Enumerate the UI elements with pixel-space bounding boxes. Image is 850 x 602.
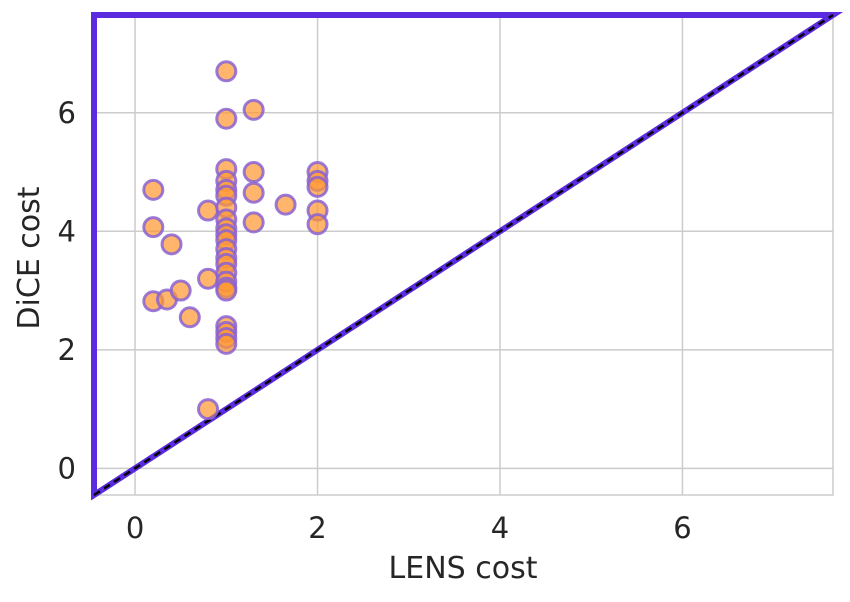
data-point <box>160 233 183 256</box>
data-point <box>197 267 220 290</box>
feasible-region-triangle <box>91 12 844 501</box>
x-tick-label-0: 0 <box>126 511 144 545</box>
x-tick-labels: 0 2 4 6 <box>126 511 692 545</box>
feasible-region <box>91 12 844 501</box>
data-point <box>197 398 220 421</box>
data-point <box>215 332 238 355</box>
data-point <box>242 211 265 234</box>
data-point <box>197 199 220 222</box>
data-point <box>142 178 165 201</box>
data-points <box>142 60 329 421</box>
data-point <box>215 60 238 83</box>
x-axis-label: LENS cost <box>389 551 538 586</box>
data-point <box>142 216 165 239</box>
data-point <box>306 175 329 198</box>
x-tick-label-6: 6 <box>673 511 691 545</box>
y-tick-labels: 0 2 4 6 <box>58 96 76 486</box>
data-point <box>274 193 297 216</box>
y-tick-label-6: 6 <box>58 96 76 130</box>
y-tick-label-4: 4 <box>58 214 76 248</box>
data-point <box>242 161 265 184</box>
data-point <box>242 98 265 121</box>
data-point <box>306 213 329 236</box>
data-point <box>178 306 201 329</box>
data-point <box>215 107 238 130</box>
x-tick-label-2: 2 <box>308 511 326 545</box>
x-tick-label-4: 4 <box>491 511 509 545</box>
data-point <box>169 279 192 302</box>
data-point <box>215 279 238 302</box>
y-tick-label-0: 0 <box>58 451 76 485</box>
y-axis-label: DiCE cost <box>12 186 47 329</box>
y-tick-label-2: 2 <box>58 333 76 367</box>
data-point <box>242 181 265 204</box>
